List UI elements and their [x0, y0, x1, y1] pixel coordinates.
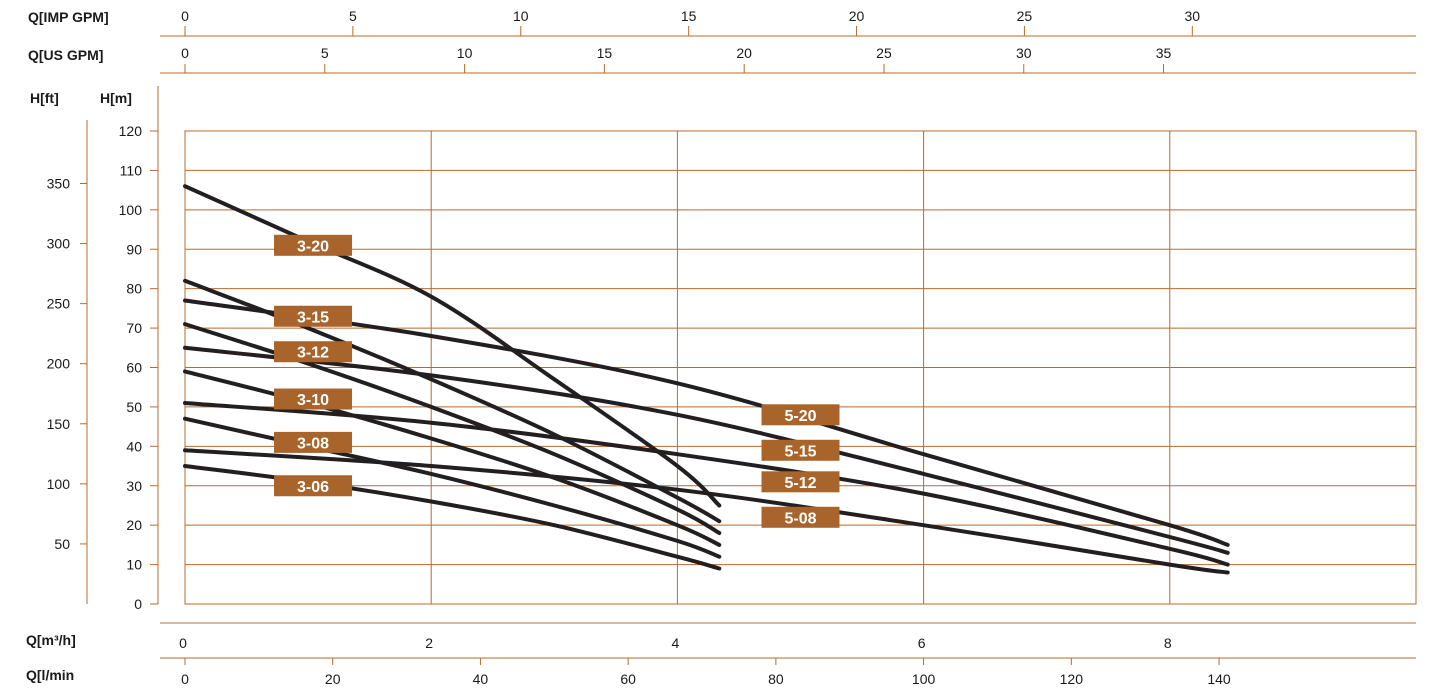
q-lmin-tick-label: 80	[768, 671, 784, 687]
us-gpm-tick-label: 20	[736, 45, 752, 61]
h-ft-tick-label: 100	[47, 476, 71, 492]
curve-label-box-3-12	[274, 341, 353, 363]
h-m-tick-label: 40	[126, 438, 142, 454]
h-m-tick-label: 70	[126, 320, 142, 336]
imp-gpm-tick-label: 5	[349, 8, 357, 24]
h-m-tick-label: 90	[126, 241, 142, 257]
imp-gpm-tick-label: 30	[1185, 8, 1201, 24]
q-m3h-axis-label: Q[m³/h]	[26, 632, 76, 648]
curve-label-5-08: 5-08	[784, 510, 816, 527]
curve-label-3-08: 3-08	[297, 435, 329, 452]
q-lmin-tick-label: 40	[473, 671, 489, 687]
h-m-tick-label: 20	[126, 517, 142, 533]
h-m-tick-label: 60	[126, 360, 142, 376]
curve-label-box-3-08	[274, 431, 353, 453]
q-lmin-tick-label: 20	[325, 671, 341, 687]
curve-labels: 3-20 3-15 3-12 3-10 3-08 3-06 5-20 5-15 5-12 5-08	[274, 234, 840, 528]
curve-label-box-5-15	[761, 439, 840, 461]
us-gpm-tick-label: 5	[321, 45, 329, 61]
curve-label-box-3-20	[274, 234, 353, 256]
q-lmin-tick-label: 120	[1060, 671, 1084, 687]
curve-label-3-06: 3-06	[297, 479, 329, 496]
h-ft-tick-label: 350	[47, 176, 71, 192]
axis-lines	[86, 35, 1416, 659]
h-m-tick-label: 30	[126, 478, 142, 494]
curve-3-06	[183, 464, 722, 571]
q-lmin-tick-label: 60	[620, 671, 636, 687]
q-lmin-tick-label: 140	[1207, 671, 1231, 687]
imp-gpm-tick-label: 15	[681, 8, 697, 24]
curve-label-box-5-08	[761, 506, 840, 528]
curve-5-15	[183, 345, 1230, 555]
axis-ticks: 0102030405060708090100110120501001502002…	[47, 8, 1231, 687]
h-m-tick-label: 10	[126, 557, 142, 573]
curve-label-box-5-20	[761, 404, 840, 426]
h-ft-tick-label: 250	[47, 296, 71, 312]
us-gpm-tick-label: 35	[1156, 45, 1172, 61]
h-m-tick-label: 50	[126, 399, 142, 415]
curve-label-3-12: 3-12	[297, 345, 329, 362]
us-gpm-tick-label: 25	[876, 45, 892, 61]
curve-3-20	[183, 184, 722, 508]
curve-label-3-10: 3-10	[297, 392, 329, 409]
us-gpm-tick-label: 0	[181, 45, 189, 61]
q-m3h-tick-label: 4	[672, 635, 680, 651]
q-m3h-tick-label: 8	[1164, 635, 1172, 651]
h-ft-tick-label: 200	[47, 356, 71, 372]
us-gpm-tick-label: 30	[1016, 45, 1032, 61]
h-m-tick-label: 80	[126, 281, 142, 297]
imp-gpm-tick-label: 10	[513, 8, 529, 24]
curve-label-5-12: 5-12	[784, 475, 816, 492]
h-m-tick-label: 110	[120, 162, 143, 178]
h-ft-tick-label: 150	[47, 416, 71, 432]
pump-curves	[183, 184, 1230, 575]
h-ft-tick-label: 300	[47, 236, 71, 252]
curve-label-box-3-06	[274, 475, 353, 497]
q-m3h-tick-label: 0	[179, 635, 187, 651]
us-gpm-tick-label: 10	[457, 45, 473, 61]
h-m-axis-label: H[m]	[100, 90, 132, 106]
q-lmin-axis-label: Q[l/min	[26, 667, 74, 683]
curve-3-10	[183, 369, 722, 547]
curve-label-box-3-15	[274, 305, 353, 327]
imp-gpm-tick-label: 25	[1017, 8, 1033, 24]
curve-label-3-20: 3-20	[297, 238, 329, 255]
q-lmin-tick-label: 100	[912, 671, 936, 687]
imp-gpm-tick-label: 20	[849, 8, 865, 24]
imp-gpm-axis-label: Q[IMP GPM]	[28, 9, 109, 25]
imp-gpm-tick-label: 0	[181, 8, 189, 24]
q-lmin-tick-label: 0	[181, 671, 189, 687]
curve-label-5-20: 5-20	[784, 408, 816, 425]
q-m3h-tick-label: 6	[918, 635, 926, 651]
curve-5-20	[183, 298, 1230, 547]
h-m-tick-label: 100	[119, 202, 143, 218]
us-gpm-axis-label: Q[US GPM]	[28, 47, 103, 63]
curve-label-5-15: 5-15	[784, 443, 816, 460]
curve-label-box-5-12	[761, 471, 840, 493]
q-m3h-tick-label: 2	[425, 635, 433, 651]
curve-5-12	[183, 401, 1230, 567]
us-gpm-tick-label: 15	[597, 45, 613, 61]
curve-5-08	[183, 448, 1230, 575]
h-ft-axis-label: H[ft]	[30, 90, 59, 106]
h-m-tick-label: 120	[119, 123, 143, 139]
curve-label-box-3-10	[274, 388, 353, 410]
curve-label-3-15: 3-15	[297, 309, 329, 326]
h-ft-tick-label: 50	[54, 536, 70, 552]
h-m-tick-label: 0	[134, 596, 142, 612]
